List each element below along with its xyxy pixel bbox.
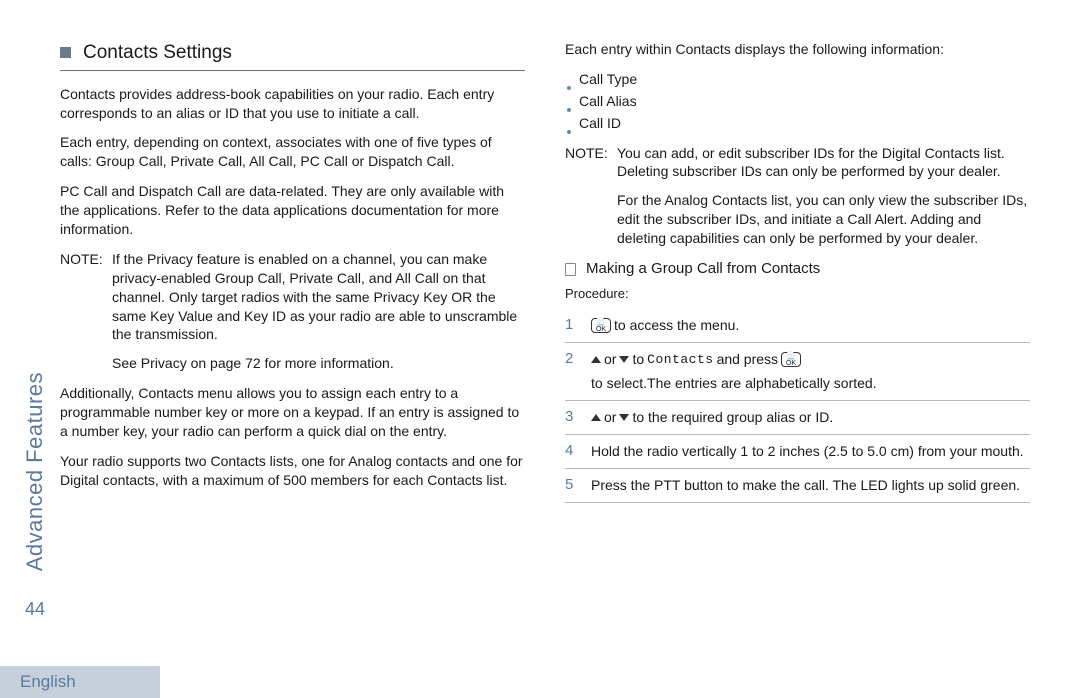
menu-ok-key-icon: 📃OK bbox=[591, 318, 611, 333]
step-body: or to the required group alias or ID. bbox=[591, 407, 1030, 428]
menu-name: Contacts bbox=[647, 350, 713, 370]
step-text: to select.The entries are alphabetically… bbox=[591, 373, 877, 394]
bullet-icon bbox=[567, 86, 571, 90]
step-text: or bbox=[604, 407, 616, 428]
square-bullet-icon bbox=[60, 47, 71, 58]
paragraph: Each entry within Contacts displays the … bbox=[565, 40, 1030, 59]
content-columns: Contacts Settings Contacts provides addr… bbox=[60, 40, 1050, 620]
section-label: Advanced Features bbox=[22, 372, 48, 571]
list-item: Call Alias bbox=[565, 92, 1030, 111]
menu-ok-key-icon: 📃OK bbox=[781, 352, 801, 367]
procedure-label: Procedure: bbox=[565, 285, 1030, 303]
note-label: NOTE: bbox=[60, 250, 112, 373]
step-text: Hold the radio vertically 1 to 2 inches … bbox=[591, 441, 1024, 462]
side-rail: Advanced Features 44 bbox=[10, 40, 60, 620]
procedure-step: 3 or to the required group alias or ID. bbox=[565, 401, 1030, 435]
list-item-label: Call Type bbox=[579, 70, 637, 89]
arrow-down-icon bbox=[619, 356, 629, 363]
list-item: Call Type bbox=[565, 70, 1030, 89]
step-number: 2 bbox=[565, 349, 579, 369]
step-text: and press bbox=[717, 349, 778, 370]
footer-language: English bbox=[0, 666, 160, 698]
paragraph: PC Call and Dispatch Call are data-relat… bbox=[60, 182, 525, 239]
step-text: to access the menu. bbox=[614, 315, 739, 336]
step-body: 📃OK to access the menu. bbox=[591, 315, 1030, 336]
page: Advanced Features 44 Contacts Settings C… bbox=[0, 0, 1080, 620]
paragraph: Additionally, Contacts menu allows you t… bbox=[60, 384, 525, 441]
arrow-up-icon bbox=[591, 356, 601, 363]
list-item: Call ID bbox=[565, 114, 1030, 133]
paragraph: Each entry, depending on context, associ… bbox=[60, 133, 525, 171]
note-block: NOTE: If the Privacy feature is enabled … bbox=[60, 250, 525, 373]
step-number: 4 bbox=[565, 441, 579, 461]
step-number: 5 bbox=[565, 475, 579, 495]
subsection-title: Making a Group Call from Contacts bbox=[586, 259, 820, 279]
procedure-step: 5 Press the PTT button to make the call.… bbox=[565, 469, 1030, 503]
paragraph: Your radio supports two Contacts lists, … bbox=[60, 452, 525, 490]
info-list: Call Type Call Alias Call ID bbox=[565, 70, 1030, 133]
subsection-header: Making a Group Call from Contacts bbox=[565, 259, 1030, 279]
bullet-icon bbox=[567, 108, 571, 112]
step-text: to the required group alias or ID. bbox=[632, 407, 833, 428]
note-text: If the Privacy feature is enabled on a c… bbox=[112, 250, 525, 344]
left-column: Contacts Settings Contacts provides addr… bbox=[60, 40, 525, 620]
section-header: Contacts Settings bbox=[60, 40, 525, 71]
note-label: NOTE: bbox=[565, 144, 617, 248]
note-block: NOTE: You can add, or edit subscriber ID… bbox=[565, 144, 1030, 248]
page-number: 44 bbox=[25, 599, 45, 620]
note-text: You can add, or edit subscriber IDs for … bbox=[617, 144, 1030, 182]
arrow-down-icon bbox=[619, 414, 629, 421]
list-item-label: Call Alias bbox=[579, 92, 637, 111]
note-text: See Privacy on page 72 for more informat… bbox=[112, 354, 525, 373]
procedure-step: 2 or to Contacts and press 📃OK to select… bbox=[565, 343, 1030, 401]
step-number: 3 bbox=[565, 407, 579, 427]
arrow-up-icon bbox=[591, 414, 601, 421]
procedure-step: 4 Hold the radio vertically 1 to 2 inche… bbox=[565, 435, 1030, 469]
list-item-label: Call ID bbox=[579, 114, 621, 133]
paragraph: Contacts provides address-book capabilit… bbox=[60, 85, 525, 123]
step-body: or to Contacts and press 📃OK to select.T… bbox=[591, 349, 1030, 394]
step-body: Press the PTT button to make the call. T… bbox=[591, 475, 1030, 496]
note-body: You can add, or edit subscriber IDs for … bbox=[617, 144, 1030, 248]
section-title: Contacts Settings bbox=[83, 40, 232, 66]
right-column: Each entry within Contacts displays the … bbox=[565, 40, 1030, 620]
note-text: For the Analog Contacts list, you can on… bbox=[617, 191, 1030, 248]
step-text: Press the PTT button to make the call. T… bbox=[591, 475, 1020, 496]
step-text: or bbox=[604, 349, 616, 370]
document-icon bbox=[565, 263, 576, 276]
bullet-icon bbox=[567, 130, 571, 134]
step-body: Hold the radio vertically 1 to 2 inches … bbox=[591, 441, 1030, 462]
step-number: 1 bbox=[565, 315, 579, 335]
procedure-step: 1 📃OK to access the menu. bbox=[565, 309, 1030, 343]
note-body: If the Privacy feature is enabled on a c… bbox=[112, 250, 525, 373]
step-text: to bbox=[632, 349, 644, 370]
